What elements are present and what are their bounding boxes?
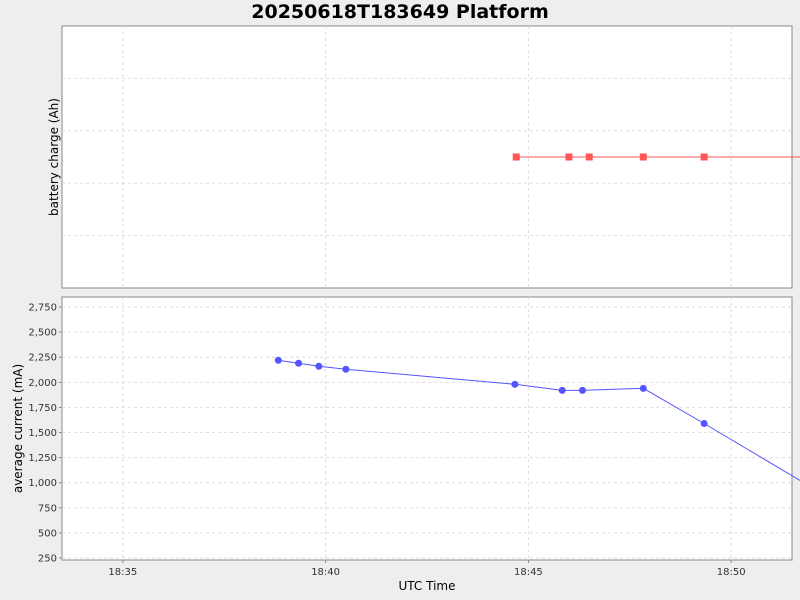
y-tick-label: 1,500	[28, 428, 57, 439]
battery-y-label: battery charge (Ah)	[47, 98, 61, 216]
current-y-label: average current (mA)	[11, 364, 25, 493]
battery-gridlines	[62, 26, 792, 288]
current-gridlines	[62, 297, 792, 560]
x-tick-label: 18:50	[717, 567, 746, 578]
chart-title: 20250618T183649 Platform	[251, 1, 549, 23]
y-tick-label: 2,750	[28, 303, 57, 314]
current-panel	[61, 296, 793, 561]
current-point	[274, 356, 282, 364]
y-tick-label: 500	[38, 528, 57, 539]
current-point	[295, 359, 303, 367]
current-series	[274, 356, 800, 482]
x-tick-label: 18:45	[514, 567, 543, 578]
x-tick-label: 18:35	[108, 567, 137, 578]
current-point	[511, 380, 519, 388]
battery-point	[700, 153, 708, 161]
battery-point	[639, 153, 647, 161]
battery-series	[512, 153, 800, 161]
y-tick-label: 1,250	[28, 453, 57, 464]
y-tick-label: 1,000	[28, 478, 57, 489]
x-axis-label: UTC Time	[399, 579, 456, 593]
x-tick-label: 18:40	[311, 567, 340, 578]
current-point	[639, 384, 647, 392]
y-tick-label: 250	[38, 553, 57, 564]
y-tick-label: 2,250	[28, 353, 57, 364]
current-point	[315, 362, 323, 370]
current-y-ticks: 250 500 750 1,000 1,250 1,500 1,750 2,000 2,250 2…	[28, 303, 62, 564]
y-tick-label: 1,750	[28, 403, 57, 414]
y-tick-label: 2,500	[28, 328, 57, 339]
current-point	[342, 365, 350, 373]
y-tick-label: 750	[38, 503, 57, 514]
current-point	[578, 386, 586, 394]
current-line	[278, 359, 800, 482]
current-point	[700, 419, 708, 427]
current-point	[558, 386, 566, 394]
battery-point	[512, 153, 520, 161]
x-axis-ticks: 18:3518:4018:4518:5018:5519:0019:0519:10…	[108, 560, 746, 578]
battery-point	[585, 153, 593, 161]
y-tick-label: 2,000	[28, 378, 57, 389]
battery-point	[565, 153, 573, 161]
